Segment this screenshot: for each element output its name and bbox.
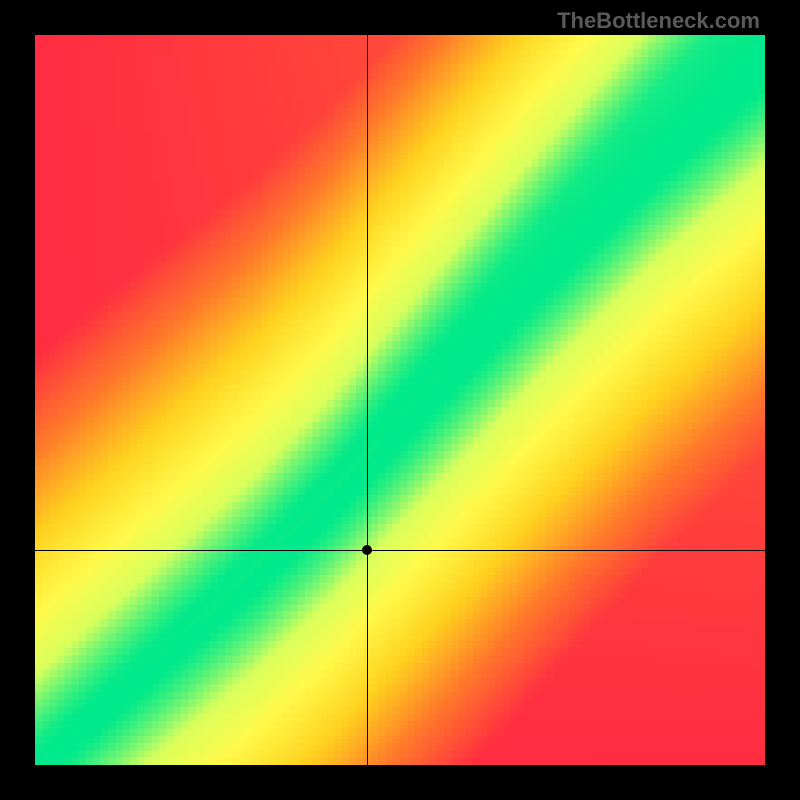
crosshair-horizontal-line	[35, 550, 765, 551]
bottleneck-heatmap	[35, 35, 765, 765]
crosshair-marker-dot	[362, 545, 372, 555]
crosshair-vertical-line	[367, 35, 368, 765]
watermark-text: TheBottleneck.com	[557, 8, 760, 34]
